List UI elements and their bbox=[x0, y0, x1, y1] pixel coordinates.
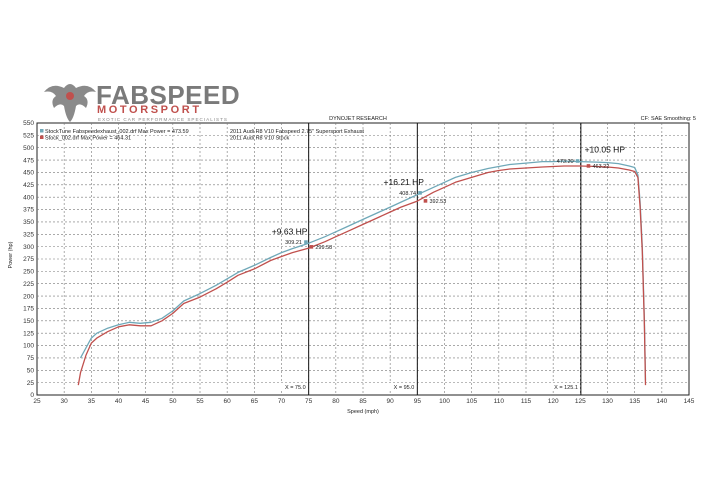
legend-note: 2011 Audi R8 V10 Fabspeed 2.75" Superspo… bbox=[230, 129, 364, 135]
chart-annotations: +9.63 HP +16.21 HP +10.05 HP bbox=[272, 145, 626, 237]
winged-emblem-icon bbox=[44, 84, 96, 122]
x-tick-label: 135 bbox=[629, 398, 640, 405]
data-point-label: 309.21 bbox=[285, 240, 302, 246]
y-tick-label: 375 bbox=[23, 207, 34, 214]
data-point bbox=[575, 159, 580, 163]
y-tick-label: 175 bbox=[23, 306, 34, 313]
hp-gain-annotation: +16.21 HP bbox=[384, 177, 425, 187]
x-tick-label: 120 bbox=[548, 398, 559, 405]
x-tick-label: 100 bbox=[439, 398, 450, 405]
chart-points: 309.21 299.58 408.74 392.53 473.20 463.22 bbox=[285, 159, 609, 251]
data-point-label: 473.20 bbox=[557, 159, 574, 165]
data-point-label: 463.22 bbox=[592, 164, 609, 170]
legend-swatch bbox=[40, 129, 44, 133]
x-tick-label: 45 bbox=[142, 398, 150, 405]
x-tick-label: 110 bbox=[494, 398, 505, 405]
cursor-label: X = 95.0 bbox=[394, 385, 415, 391]
cursor-label: X = 75.0 bbox=[285, 385, 306, 391]
chart-ticks: 25 30 35 40 45 50 55 60 65 70 75 80 85 90 95 100 105 110 1… bbox=[23, 120, 695, 405]
x-tick-label: 55 bbox=[196, 398, 204, 405]
data-point bbox=[423, 199, 428, 203]
series-line-1 bbox=[77, 165, 647, 386]
y-axis-label: Power (hp) bbox=[8, 241, 14, 268]
vertical-markers: X = 75.0 X = 95.0 X = 125.1 bbox=[278, 123, 582, 395]
series-line-0 bbox=[79, 160, 647, 381]
chart-series bbox=[77, 160, 647, 386]
y-tick-label: 75 bbox=[27, 355, 35, 362]
y-tick-label: 325 bbox=[23, 231, 34, 238]
data-point bbox=[304, 240, 308, 244]
y-tick-label: 125 bbox=[23, 330, 34, 337]
y-tick-label: 275 bbox=[23, 256, 34, 263]
x-tick-label: 80 bbox=[332, 398, 340, 405]
y-tick-label: 50 bbox=[27, 367, 35, 374]
hp-gain-annotation: +9.63 HP bbox=[272, 226, 308, 236]
x-tick-label: 105 bbox=[466, 398, 477, 405]
y-tick-label: 150 bbox=[23, 318, 34, 325]
chart-corner-text: CF: SAE Smoothing: 5 bbox=[641, 116, 696, 122]
y-tick-label: 200 bbox=[23, 293, 34, 300]
data-point-label: 299.58 bbox=[315, 245, 332, 251]
brand-subname: MOTORSPORT bbox=[97, 104, 202, 116]
y-tick-label: 225 bbox=[23, 281, 34, 288]
cursor-label-bg bbox=[278, 383, 307, 391]
x-tick-label: 25 bbox=[33, 398, 41, 405]
brand-name: FABSPEED bbox=[96, 80, 241, 110]
data-point bbox=[309, 245, 314, 249]
data-point bbox=[586, 164, 591, 168]
chart-title: DYNOJET RESEARCH bbox=[329, 116, 387, 122]
y-tick-label: 525 bbox=[23, 133, 34, 140]
x-tick-label: 70 bbox=[278, 398, 286, 405]
y-tick-label: 500 bbox=[23, 145, 34, 152]
cursor-label-bg bbox=[387, 383, 416, 391]
y-tick-label: 425 bbox=[23, 182, 34, 189]
x-tick-label: 130 bbox=[602, 398, 613, 405]
x-tick-label: 90 bbox=[387, 398, 395, 405]
y-tick-label: 300 bbox=[23, 244, 34, 251]
x-tick-label: 35 bbox=[88, 398, 96, 405]
legend-note: 2011 Audi R8 V10 Stock bbox=[230, 136, 289, 142]
x-tick-label: 85 bbox=[359, 398, 367, 405]
x-tick-label: 75 bbox=[305, 398, 313, 405]
hp-gain-annotation: +10.05 HP bbox=[585, 145, 626, 155]
x-tick-label: 145 bbox=[684, 398, 695, 405]
brand-tagline: EXOTIC CAR PERFORMANCE SPECIALISTS bbox=[98, 117, 228, 122]
cursor-label: X = 125.1 bbox=[554, 385, 578, 391]
y-tick-label: 450 bbox=[23, 170, 34, 177]
y-tick-label: 400 bbox=[23, 194, 34, 201]
data-point-label: 408.74 bbox=[399, 191, 416, 197]
y-tick-label: 475 bbox=[23, 157, 34, 164]
legend-swatch bbox=[40, 135, 44, 139]
legend-label: Stock_002.drf Max Power = 464.31 bbox=[45, 136, 131, 142]
data-point bbox=[418, 191, 422, 195]
y-tick-label: 250 bbox=[23, 269, 34, 276]
x-tick-label: 95 bbox=[414, 398, 422, 405]
data-point-label: 392.53 bbox=[429, 199, 446, 205]
x-tick-label: 140 bbox=[656, 398, 667, 405]
x-tick-label: 65 bbox=[251, 398, 259, 405]
brand-logo-icon bbox=[44, 84, 96, 122]
x-tick-label: 30 bbox=[61, 398, 69, 405]
x-axis-label: Speed (mph) bbox=[347, 409, 379, 415]
y-tick-label: 0 bbox=[30, 392, 34, 399]
x-tick-label: 50 bbox=[169, 398, 177, 405]
chart-legend: StockTune Fabspeedexhaust_002.drf Max Po… bbox=[40, 129, 364, 142]
y-tick-label: 350 bbox=[23, 219, 34, 226]
y-tick-label: 550 bbox=[23, 120, 34, 127]
y-tick-label: 25 bbox=[27, 380, 35, 387]
cursor-label-bg bbox=[550, 383, 579, 391]
y-tick-label: 100 bbox=[23, 343, 34, 350]
x-tick-label: 125 bbox=[575, 398, 586, 405]
chart-grid bbox=[36, 122, 690, 396]
x-tick-label: 40 bbox=[115, 398, 123, 405]
x-tick-label: 115 bbox=[521, 398, 532, 405]
x-tick-label: 60 bbox=[224, 398, 232, 405]
legend-label: StockTune Fabspeedexhaust_002.drf Max Po… bbox=[45, 129, 189, 135]
